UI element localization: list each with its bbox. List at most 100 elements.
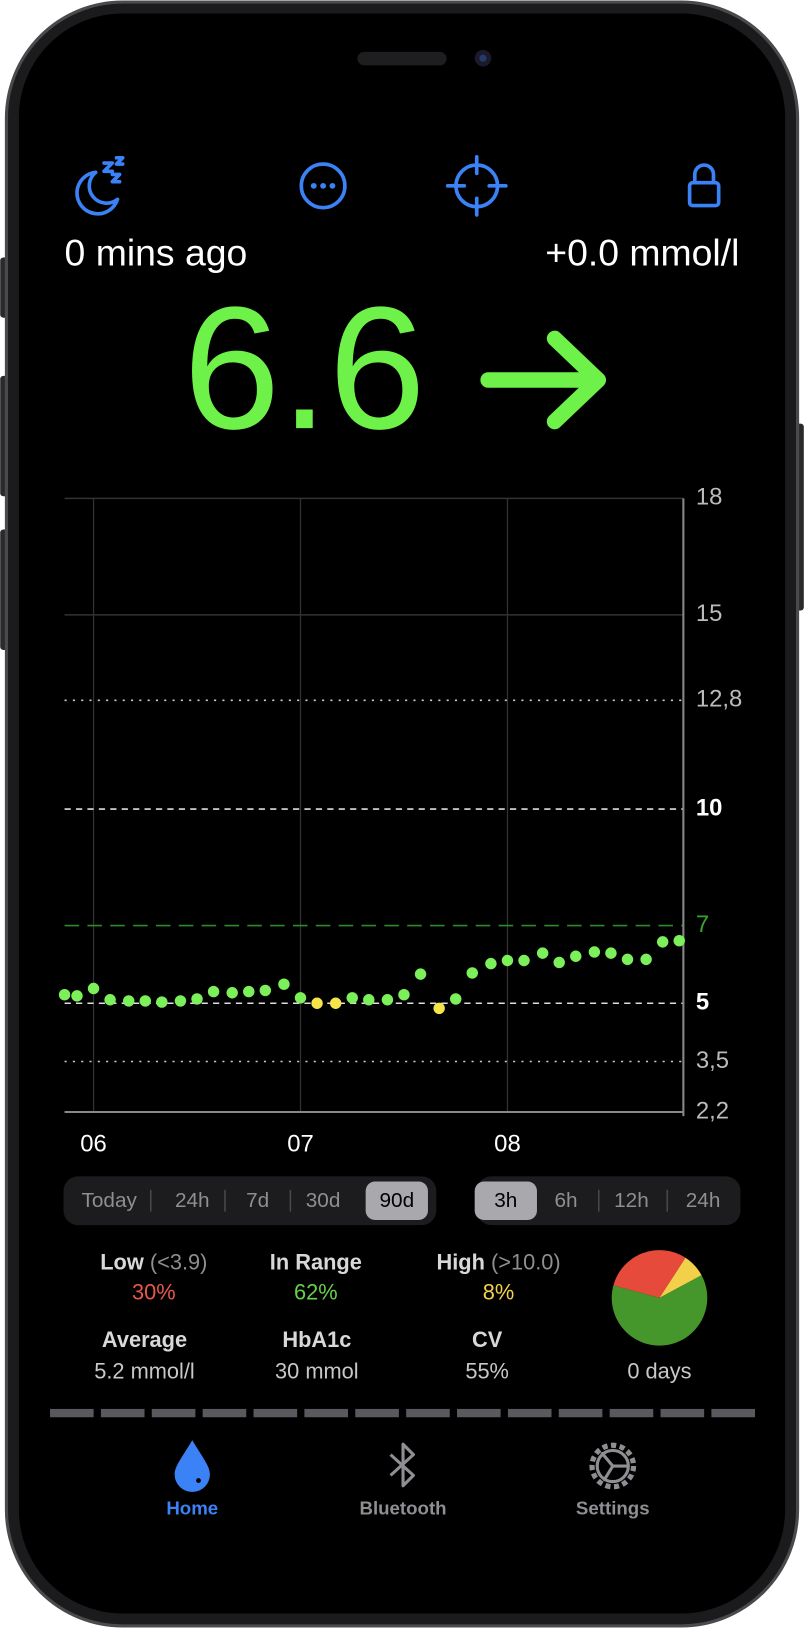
glucose-point xyxy=(174,995,187,1007)
stat-name: HbA1c xyxy=(282,1327,351,1352)
glucose-point xyxy=(139,995,151,1007)
trend-arrow xyxy=(480,330,607,430)
y-tick-label: 15 xyxy=(696,600,723,627)
stat-threshold: (>10.0) xyxy=(491,1249,561,1274)
tab-label[interactable]: Home xyxy=(166,1498,218,1519)
glucose-point xyxy=(329,997,342,1009)
page-dash xyxy=(406,1408,450,1418)
sleep-button[interactable] xyxy=(75,155,125,216)
glucose-point xyxy=(621,953,634,966)
camera-lens xyxy=(479,54,487,62)
stat-percent: 8% xyxy=(483,1279,515,1304)
glucose-point xyxy=(536,947,549,959)
statistics: Low (<3.9) 30% In Range 62% High (>10.0) 8% Av… xyxy=(94,1249,708,1383)
page-dash xyxy=(253,1408,298,1418)
window-selector xyxy=(476,1176,741,1226)
glucose-point xyxy=(259,984,272,997)
page-dash xyxy=(151,1408,196,1418)
page-dash xyxy=(355,1408,399,1418)
calibrate-button[interactable] xyxy=(445,154,508,217)
y-tick-label: 2,2 xyxy=(696,1097,729,1124)
tab-label[interactable]: Settings xyxy=(576,1498,650,1519)
segment-option[interactable]: 24h xyxy=(686,1189,721,1212)
page-dash xyxy=(50,1408,94,1418)
glucose-point xyxy=(346,992,358,1004)
page-dash xyxy=(507,1408,552,1418)
stat-label: High (>10.0) xyxy=(436,1249,560,1274)
y-tick-label: 5 xyxy=(696,989,709,1016)
glucose-point xyxy=(294,992,307,1004)
y-tick-label: 3,5 xyxy=(696,1047,729,1074)
glucose-point xyxy=(673,935,685,947)
glucose-point xyxy=(570,950,582,962)
segment-option[interactable]: 7d xyxy=(246,1189,269,1212)
glucose-point xyxy=(58,988,71,1001)
glucose-point xyxy=(363,994,375,1006)
segment-option[interactable]: 30d xyxy=(306,1189,341,1212)
glucose-point xyxy=(433,1002,445,1014)
home-icon-dot xyxy=(196,1478,201,1483)
glucose-point xyxy=(156,996,168,1008)
tab-label[interactable]: Bluetooth xyxy=(359,1498,446,1519)
speaker xyxy=(357,51,447,66)
glucose-point xyxy=(485,957,497,970)
stat-percent: 30% xyxy=(132,1279,176,1304)
glucose-point xyxy=(466,967,478,979)
glucose-point xyxy=(640,953,652,966)
glucose-point xyxy=(381,994,394,1006)
glucose-point xyxy=(398,988,410,1001)
segment-selected xyxy=(365,1181,428,1220)
x-tick-label: 06 xyxy=(80,1131,107,1158)
glucose-point xyxy=(414,968,427,980)
y-tick-label: 12,8 xyxy=(696,686,742,713)
stat-percent: 62% xyxy=(294,1279,338,1304)
stat-value: 55% xyxy=(465,1358,509,1383)
glucose-point xyxy=(656,936,669,948)
segment-option[interactable]: 3h xyxy=(494,1189,517,1212)
page-dash xyxy=(609,1408,654,1418)
stat-label: In Range xyxy=(270,1249,362,1274)
pie-slice xyxy=(611,1275,708,1346)
glucose-point xyxy=(71,990,83,1002)
segment-option[interactable]: 6h xyxy=(554,1189,577,1212)
period-selector xyxy=(63,1176,437,1226)
segment-option[interactable]: 90d xyxy=(379,1189,414,1212)
glucose-point xyxy=(605,947,617,959)
glucose-point xyxy=(588,946,601,958)
glucose-point xyxy=(87,982,100,995)
stat-name: High xyxy=(436,1249,484,1274)
page-dash xyxy=(711,1408,756,1418)
stat-value: 30 mmol xyxy=(275,1358,359,1383)
glucose-point xyxy=(518,954,530,967)
segment-option[interactable]: 12h xyxy=(614,1189,649,1212)
page-dash xyxy=(660,1408,705,1418)
home-icon[interactable] xyxy=(174,1440,210,1492)
page-dash xyxy=(457,1408,501,1418)
segment-option[interactable]: Today xyxy=(82,1189,138,1212)
settings-icon[interactable] xyxy=(589,1442,637,1490)
glucose-point xyxy=(243,985,255,998)
lock-button[interactable] xyxy=(687,163,721,208)
stat-value: 5.2 mmol/l xyxy=(94,1358,195,1383)
bluetooth-icon[interactable] xyxy=(389,1442,415,1488)
glucose-point xyxy=(207,985,220,998)
more-button[interactable] xyxy=(299,162,347,210)
glucose-point xyxy=(553,956,565,969)
glucose-point xyxy=(450,993,462,1005)
sensor-days: 0 days xyxy=(627,1358,691,1383)
stat-name: Low xyxy=(100,1249,144,1274)
y-tick-label: 10 xyxy=(696,794,723,821)
reading-age: 0 mins ago xyxy=(65,231,248,273)
glucose-value: 6.6 xyxy=(183,270,425,465)
y-tick-label: 18 xyxy=(696,484,723,511)
segments: Today 24h 7d 30d 90d 3h 6h 12h 24h xyxy=(82,1181,721,1220)
x-tick-label: 08 xyxy=(494,1131,521,1158)
y-tick-label: 7 xyxy=(696,911,709,938)
stat-threshold: (<3.9) xyxy=(150,1249,208,1274)
glucose-point xyxy=(123,995,135,1007)
segment-option[interactable]: 24h xyxy=(175,1189,210,1212)
page-indicator xyxy=(50,1408,756,1418)
pie-slice xyxy=(659,1257,702,1298)
pie-slice xyxy=(613,1250,686,1298)
glucose-point xyxy=(226,987,238,999)
